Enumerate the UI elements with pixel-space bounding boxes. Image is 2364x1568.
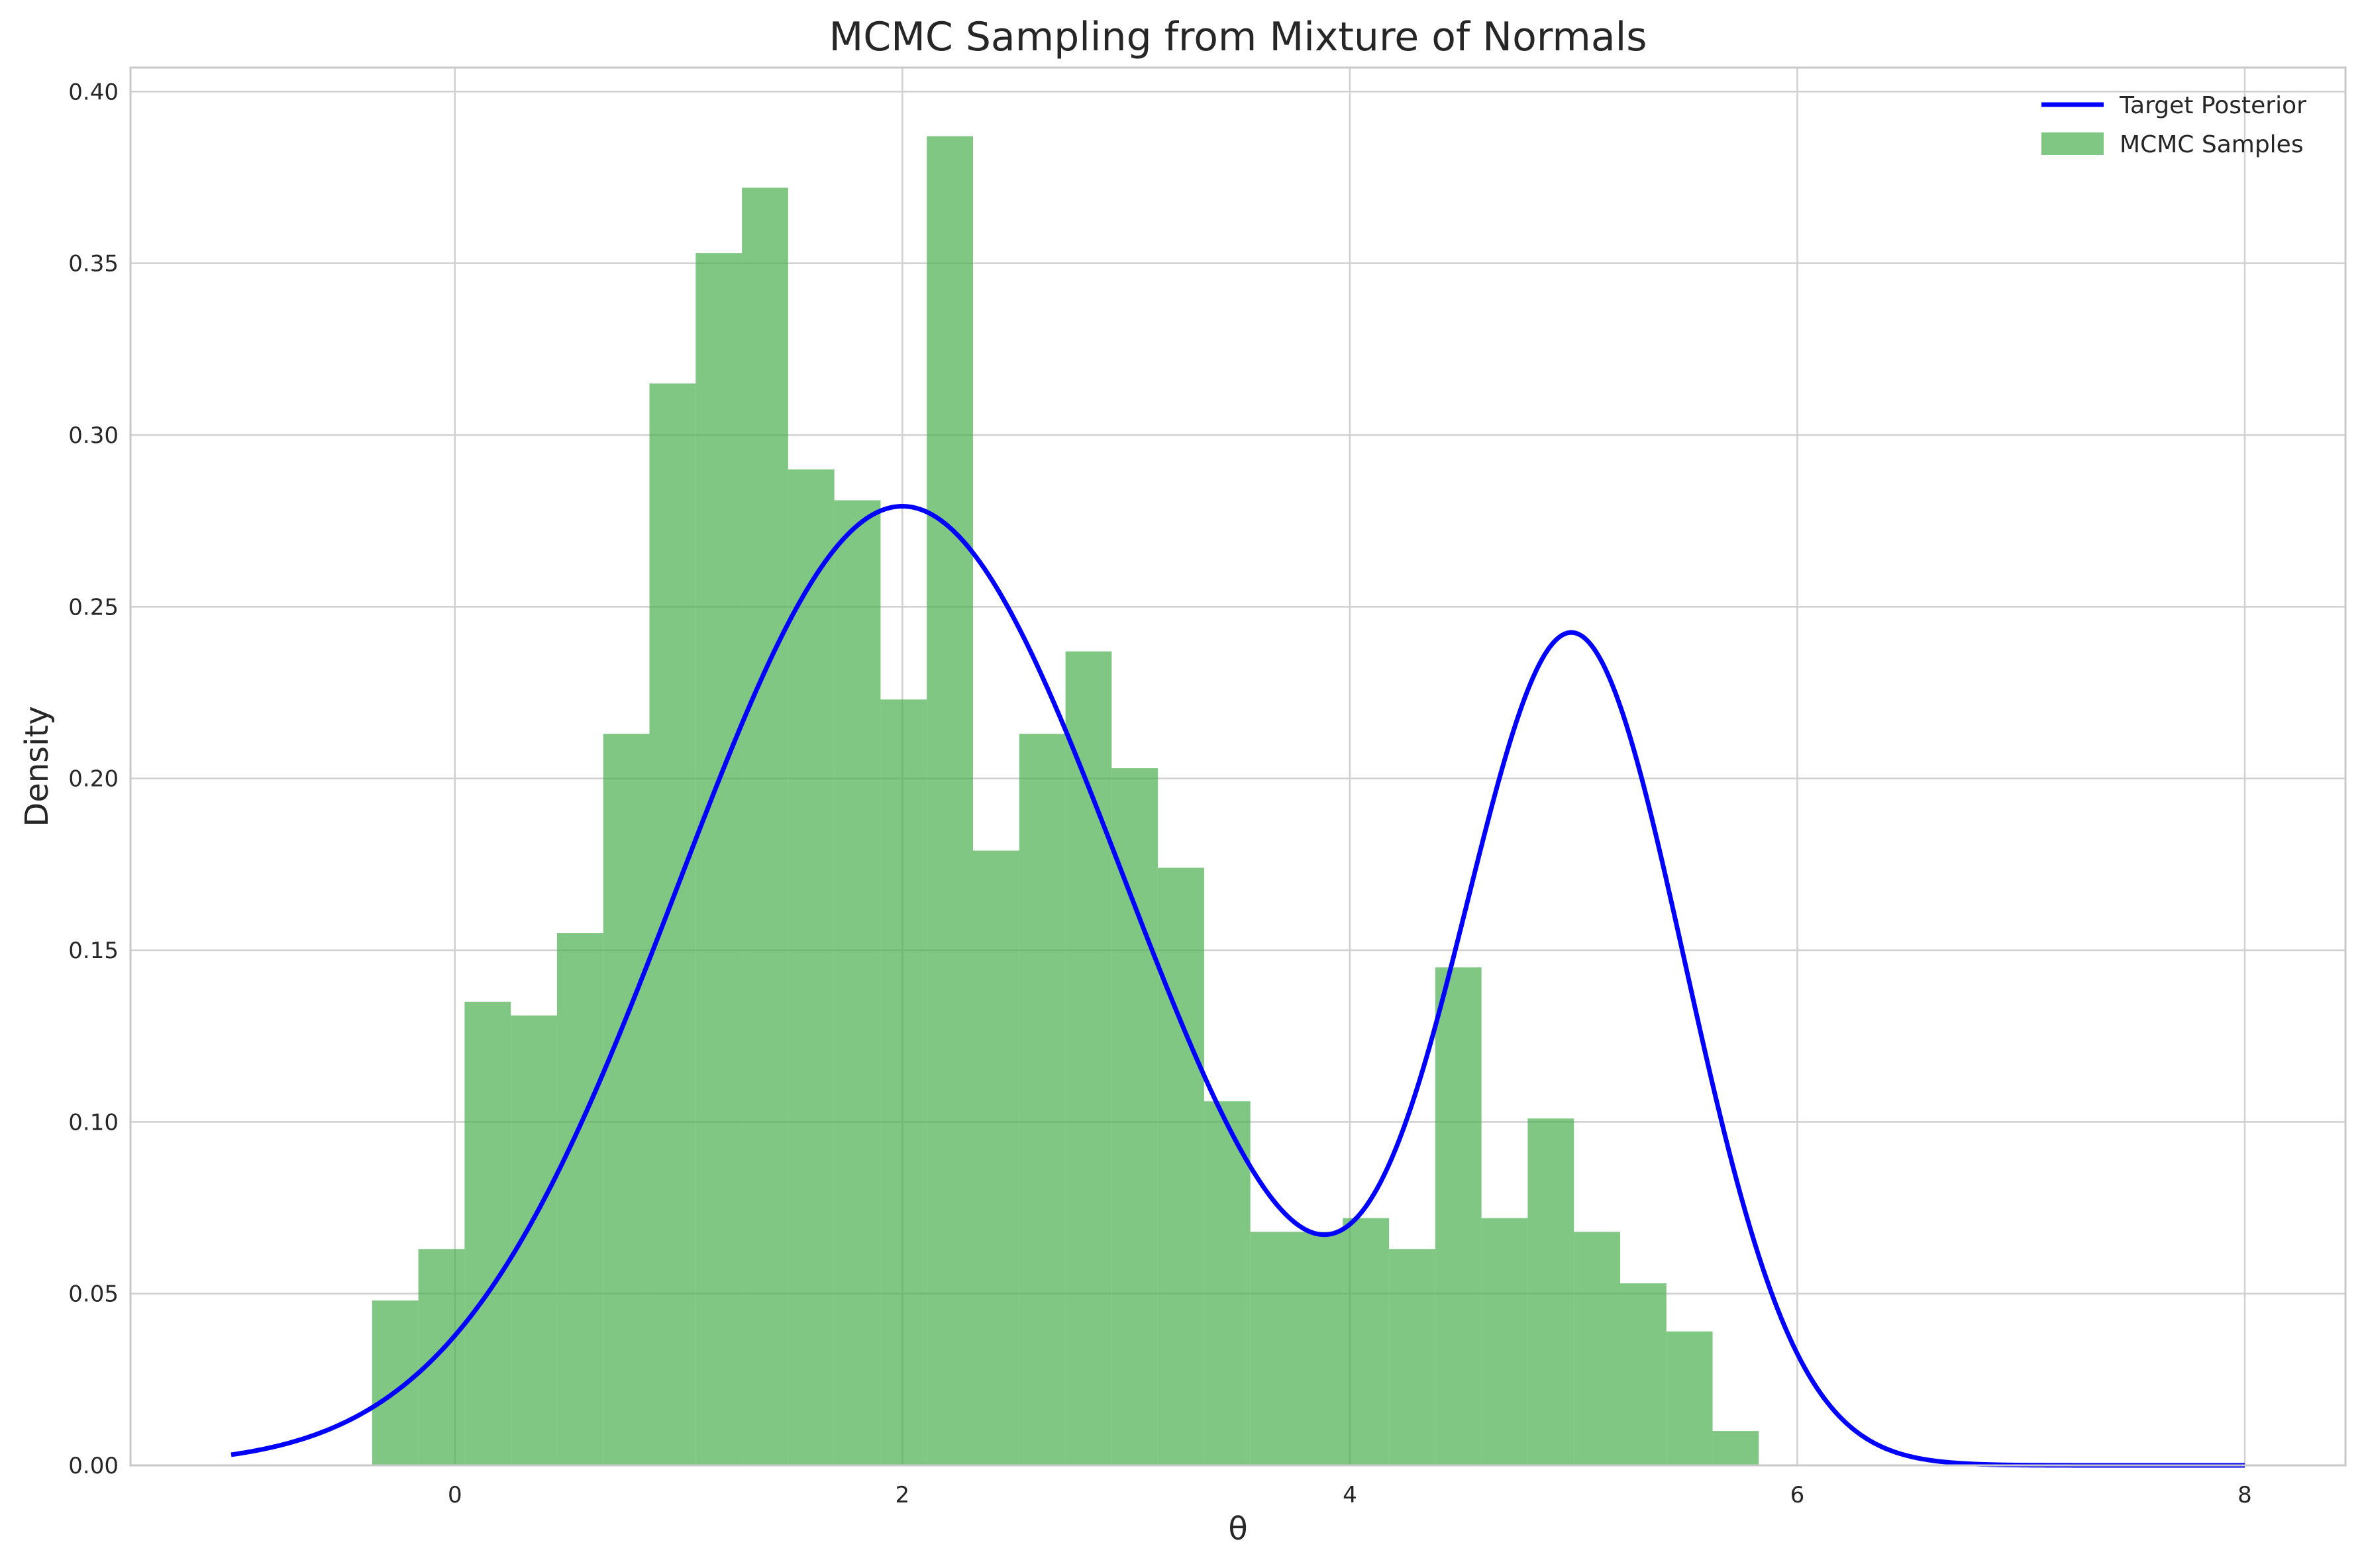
- histogram-bar: [973, 850, 1019, 1465]
- x-axis-label: θ: [1228, 1510, 1247, 1547]
- histogram-bar: [1435, 967, 1482, 1465]
- plot-frame: [129, 66, 2347, 1467]
- y-tick-labels: 0.00 0.05 0.10 0.15 0.20 0.25 0.30 0.35 0.40: [68, 79, 119, 1479]
- histogram-bars: [372, 136, 1759, 1466]
- histogram-bar: [742, 187, 788, 1465]
- histogram-bar: [834, 500, 881, 1465]
- x-tick-label: 2: [896, 1482, 910, 1508]
- histogram-bar: [1204, 1101, 1251, 1465]
- histogram-bar: [695, 253, 743, 1466]
- histogram-bar: [788, 469, 835, 1465]
- y-tick-label: 0.15: [68, 938, 119, 964]
- x-tick-labels: 0 2 4 6 8: [448, 1482, 2252, 1508]
- histogram-bar: [1296, 1232, 1343, 1465]
- histogram-bar: [1065, 651, 1112, 1466]
- histogram-bar: [1481, 1218, 1528, 1465]
- histogram-bar: [1019, 734, 1066, 1465]
- y-axis-label: Density: [19, 706, 56, 826]
- histogram-bar: [603, 734, 650, 1465]
- legend: Target Posterior MCMC Samples: [2041, 92, 2306, 158]
- x-tick-label: 4: [1343, 1482, 1357, 1508]
- y-tick-label: 0.25: [68, 594, 119, 620]
- y-tick-label: 0.05: [68, 1281, 119, 1308]
- legend-label-target-posterior: Target Posterior: [2119, 92, 2306, 119]
- x-tick-label: 6: [1790, 1482, 1805, 1508]
- histogram-bar: [1712, 1431, 1759, 1465]
- x-tick-label: 8: [2237, 1482, 2252, 1508]
- histogram-bar: [1250, 1232, 1297, 1465]
- legend-patch-swatch: [2041, 132, 2104, 155]
- histogram-bar: [1158, 867, 1204, 1465]
- histogram-bar: [1111, 768, 1158, 1465]
- y-tick-label: 0.35: [68, 251, 119, 277]
- histogram-bar: [511, 1015, 557, 1465]
- histogram-bar: [927, 136, 974, 1466]
- histogram-bar: [1389, 1249, 1435, 1465]
- histogram-bar: [649, 383, 696, 1465]
- histogram-bar: [418, 1249, 465, 1465]
- y-tick-label: 0.30: [68, 422, 119, 449]
- histogram-bar: [1666, 1331, 1713, 1465]
- histogram-bar: [556, 933, 603, 1465]
- y-tick-label: 0.40: [68, 79, 119, 105]
- legend-label-mcmc-samples: MCMC Samples: [2120, 131, 2304, 158]
- histogram-bar: [1343, 1218, 1390, 1465]
- y-tick-label: 0.00: [68, 1453, 119, 1479]
- histogram-bar: [1574, 1232, 1620, 1465]
- chart-title: MCMC Sampling from Mixture of Normals: [829, 14, 1647, 60]
- histogram-bar: [1619, 1283, 1667, 1465]
- histogram-bar: [1527, 1118, 1574, 1465]
- y-tick-label: 0.20: [68, 766, 119, 793]
- histogram-bar: [880, 699, 927, 1465]
- histogram-bar: [372, 1300, 419, 1465]
- target-posterior-curve: [231, 504, 2245, 1468]
- histogram-bar: [464, 1001, 511, 1465]
- x-tick-label: 0: [448, 1482, 462, 1508]
- y-tick-label: 0.10: [68, 1109, 119, 1136]
